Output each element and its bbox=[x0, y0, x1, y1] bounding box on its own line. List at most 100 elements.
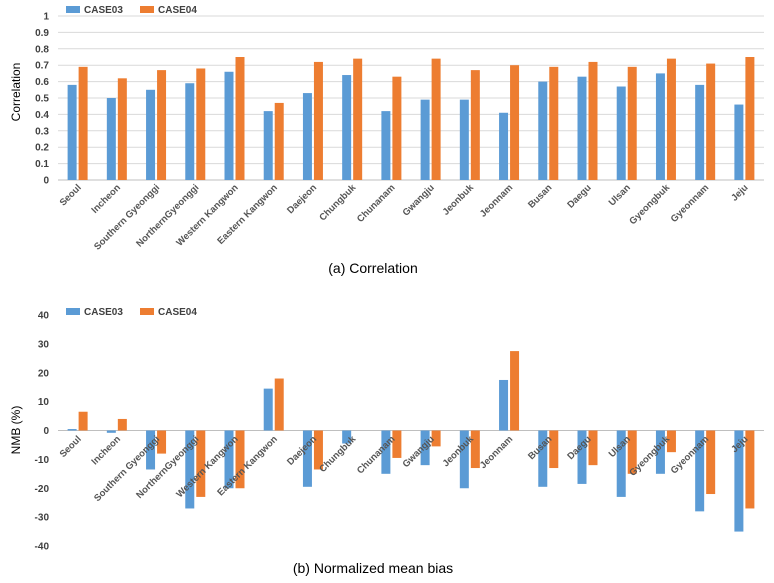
y-tick-label: 0.2 bbox=[35, 143, 49, 154]
bar-case03-chungbuk bbox=[342, 430, 352, 444]
chart-caption: (a) Correlation bbox=[328, 260, 417, 276]
category-label: Gwangju bbox=[401, 434, 437, 470]
category-label: Incheon bbox=[89, 434, 123, 468]
bar-case03-incheon bbox=[106, 98, 116, 180]
legend-label-case04: CASE04 bbox=[158, 307, 197, 318]
bar-case04-chungbuk bbox=[353, 58, 363, 180]
y-tick-label: -10 bbox=[35, 455, 50, 466]
bar-case03-northerngyeonggi bbox=[185, 83, 195, 180]
bar-case03-jeju bbox=[734, 104, 744, 180]
y-axis-title: NMB (%) bbox=[9, 406, 23, 455]
bar-case03-jeonbuk bbox=[459, 99, 469, 180]
category-label: Chunanam bbox=[355, 434, 397, 476]
category-label: Jeonnam bbox=[478, 182, 515, 219]
bar-case03-busan bbox=[538, 81, 548, 180]
bar-case03-gwangju bbox=[420, 99, 430, 180]
category-label: Southern Gyeonggi bbox=[92, 182, 162, 252]
bar-case04-jeonnam bbox=[510, 65, 520, 180]
bar-case03-gyeonnam bbox=[695, 84, 705, 180]
y-tick-label: 0.1 bbox=[35, 159, 49, 170]
bar-case03-jeonnam bbox=[499, 379, 509, 431]
y-tick-label: 0.6 bbox=[35, 77, 49, 88]
bar-case03-daegu bbox=[577, 76, 587, 180]
y-tick-label: -40 bbox=[35, 542, 50, 553]
bar-case04-busan bbox=[549, 66, 559, 180]
bar-case04-jeju bbox=[745, 430, 755, 509]
bar-case04-southern-gyeonggi bbox=[157, 70, 167, 180]
category-label: Seoul bbox=[58, 182, 84, 208]
bar-case04-ulsan bbox=[627, 430, 637, 474]
y-axis-title: Correlation bbox=[9, 63, 23, 122]
bar-case04-northerngyeonggi bbox=[196, 430, 206, 497]
category-label: Jeonbuk bbox=[441, 182, 477, 218]
category-label: Jeju bbox=[729, 182, 750, 203]
bar-case04-incheon bbox=[117, 418, 127, 431]
bar-case03-daegu bbox=[577, 430, 587, 484]
bar-case04-ulsan bbox=[627, 66, 637, 180]
legend-label-case03: CASE03 bbox=[84, 5, 123, 16]
bar-case04-gyeonnam bbox=[706, 430, 716, 495]
y-tick-label: 0.9 bbox=[35, 28, 49, 39]
bar-case03-western-kangwon bbox=[224, 430, 234, 489]
y-tick-label: 0.3 bbox=[35, 126, 49, 137]
legend-label-case03: CASE03 bbox=[84, 307, 123, 318]
category-label: Chungbuk bbox=[317, 182, 358, 223]
bar-case03-jeju bbox=[734, 430, 744, 532]
bar-case04-gwangju bbox=[431, 430, 441, 447]
bar-case04-gyeongbuk bbox=[666, 58, 676, 180]
bar-case03-eastern-kangwon bbox=[263, 111, 273, 180]
bar-case03-incheon bbox=[106, 430, 116, 433]
bar-case04-northerngyeonggi bbox=[196, 68, 206, 180]
correlation-chart: 0 0.1 0.2 0.3 0.4 0.5 0.6 0.7 0.8 0.9 1 Seoul Incheo… bbox=[9, 5, 764, 276]
bar-case04-gyeonnam bbox=[706, 63, 716, 181]
category-label: Ulsan bbox=[607, 182, 633, 208]
y-tick-label: -30 bbox=[35, 513, 50, 524]
bar-case04-jeju bbox=[745, 57, 755, 180]
legend-swatch-case04 bbox=[140, 308, 154, 315]
y-tick-label: 10 bbox=[38, 397, 50, 408]
bar-case03-gyeongbuk bbox=[655, 430, 665, 474]
bar-case03-southern-gyeonggi bbox=[146, 89, 156, 180]
bar-case03-daejeon bbox=[302, 430, 312, 487]
bar-case04-gwangju bbox=[431, 58, 441, 180]
bar-case04-daegu bbox=[588, 61, 598, 180]
category-label: Seoul bbox=[58, 434, 84, 460]
bar-case04-jeonnam bbox=[510, 351, 520, 431]
bar-case03-gyeonnam bbox=[695, 430, 705, 512]
y-tick-label: 0.4 bbox=[35, 110, 49, 121]
bar-case03-chunanam bbox=[381, 430, 391, 474]
chart-caption: (b) Normalized mean bias bbox=[293, 560, 453, 576]
bar-case03-jeonnam bbox=[499, 112, 509, 180]
bar-case03-gyeongbuk bbox=[655, 73, 665, 180]
y-tick-label: 0.7 bbox=[35, 61, 49, 72]
bar-case04-jeonbuk bbox=[470, 70, 480, 180]
category-label: Chunanam bbox=[355, 182, 397, 224]
bar-case03-seoul bbox=[67, 429, 77, 431]
category-label: Incheon bbox=[89, 182, 123, 216]
bar-case03-northerngyeonggi bbox=[185, 430, 195, 509]
bar-case04-western-kangwon bbox=[235, 57, 245, 180]
category-label: Gwangju bbox=[401, 182, 437, 218]
y-tick-label: 0.8 bbox=[35, 44, 49, 55]
legend-swatch-case03 bbox=[66, 308, 80, 315]
bar-case04-eastern-kangwon bbox=[274, 378, 284, 431]
bar-case04-gyeongbuk bbox=[666, 430, 676, 453]
bar-case04-seoul bbox=[78, 66, 88, 180]
bar-case04-seoul bbox=[78, 411, 88, 431]
category-label: Daejeon bbox=[285, 182, 319, 216]
y-tick-label: 20 bbox=[38, 368, 50, 379]
category-label: Daegu bbox=[565, 182, 593, 210]
bar-case04-daegu bbox=[588, 430, 598, 466]
bar-case04-incheon bbox=[117, 78, 127, 180]
category-label: Chungbuk bbox=[317, 433, 358, 474]
bar-case03-seoul bbox=[67, 84, 77, 180]
bar-case04-busan bbox=[549, 430, 559, 469]
bar-case03-gwangju bbox=[420, 430, 430, 466]
bar-case03-chunanam bbox=[381, 111, 391, 180]
y-tick-label: 40 bbox=[38, 311, 50, 322]
bar-case03-ulsan bbox=[616, 86, 626, 180]
bar-case03-daejeon bbox=[302, 93, 312, 180]
legend-label-case04: CASE04 bbox=[158, 5, 197, 16]
